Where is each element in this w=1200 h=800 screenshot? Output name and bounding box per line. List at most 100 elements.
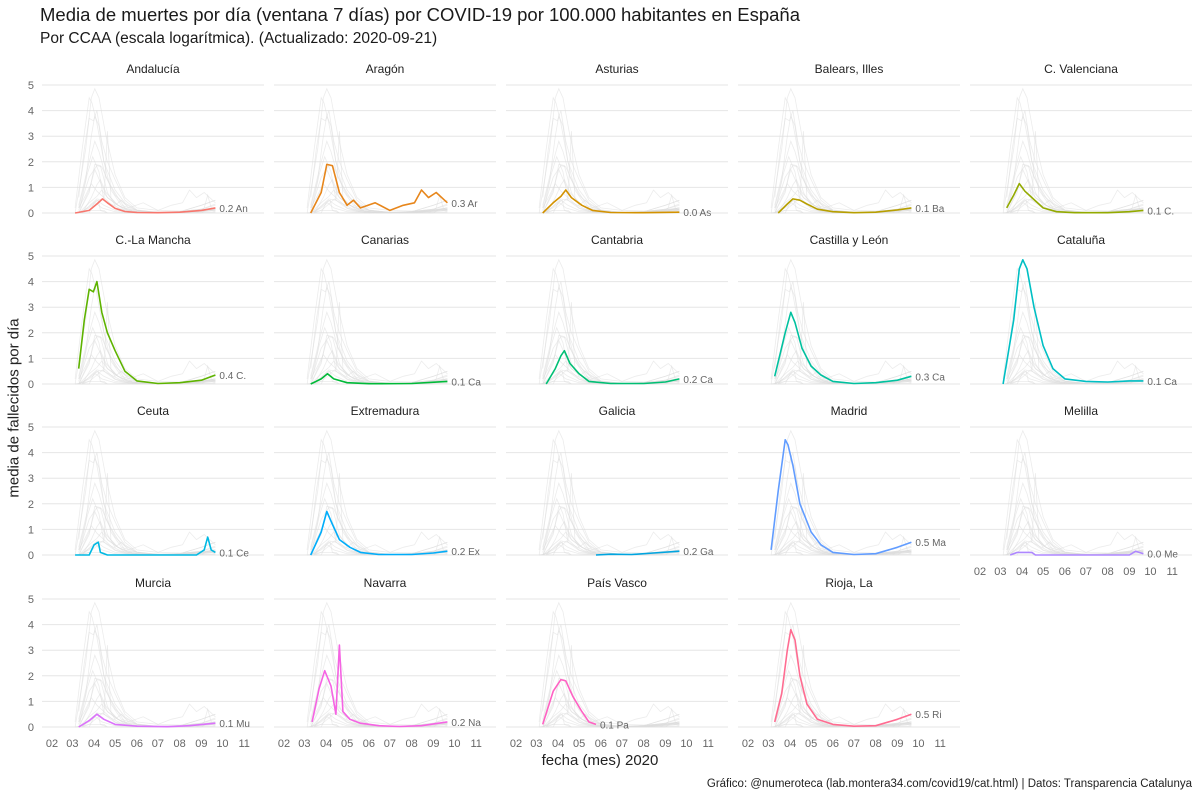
end-label: 0.0 As <box>683 208 711 219</box>
y-tick-label: 4 <box>28 448 34 460</box>
end-label: 0.4 C. <box>219 371 246 382</box>
panel-catalu-a: Cataluña 0.1 Ca <box>970 233 1192 388</box>
x-tick-label: 06 <box>1059 566 1071 578</box>
background-series-line <box>538 87 680 214</box>
background-series-line <box>1002 87 1144 214</box>
background-series-line <box>542 456 680 555</box>
background-series-line <box>310 505 448 556</box>
x-tick-label: 10 <box>680 738 692 750</box>
y-tick-label: 0 <box>28 550 34 562</box>
background-series-line <box>1006 285 1144 384</box>
y-tick-label: 2 <box>28 499 34 511</box>
panel-andaluc-a: Andalucía 0 1 2 3 4 5 0.2 An <box>28 62 264 220</box>
panel-ceuta: Ceuta 0 1 2 3 4 5 0.1 Ce <box>28 404 264 562</box>
x-tick-label: 03 <box>530 738 542 750</box>
x-tick-label: 03 <box>66 738 78 750</box>
background-series-line <box>542 285 680 384</box>
background-series-line <box>74 429 216 556</box>
panel-navarra: Navarra 0.2 Na 02 03 04 05 06 07 08 09 10 11 <box>274 576 496 750</box>
x-tick-label: 11 <box>470 738 481 750</box>
background-series-line <box>774 334 912 385</box>
chart-title: Media de muertes por día (ventana 7 días… <box>40 4 800 25</box>
x-tick-label: 03 <box>762 738 774 750</box>
end-label: 0.1 Ce <box>219 548 249 559</box>
background-series-line <box>538 601 680 728</box>
background-series-line <box>310 677 448 728</box>
series-line <box>311 644 448 728</box>
panel-murcia: Murcia 0 1 2 3 4 5 0.1 Mu 02 03 04 05 06 07 08 09 10 11 <box>28 576 264 750</box>
series-line <box>309 510 448 556</box>
background-series-line <box>774 456 912 555</box>
x-tick-label: 02 <box>974 566 986 578</box>
background-series-line <box>542 182 680 214</box>
panel-title: Navarra <box>364 576 407 590</box>
background-series-line <box>774 505 912 556</box>
background-series-line <box>1002 429 1144 556</box>
background-series-line <box>774 524 912 556</box>
x-tick-label: 03 <box>994 566 1006 578</box>
panel-title: Asturias <box>595 62 638 76</box>
y-tick-label: 0 <box>28 208 34 220</box>
panel-canarias: Canarias 0.1 Ca <box>274 233 496 388</box>
background-series-line <box>78 163 216 214</box>
background-series-line <box>774 677 912 728</box>
x-tick-label: 03 <box>298 738 310 750</box>
panel-arag-n: Aragón 0.3 Ar <box>274 62 496 214</box>
background-series-line <box>310 334 448 385</box>
x-tick-label: 08 <box>1102 566 1114 578</box>
x-axis-label: fecha (mes) 2020 <box>541 752 659 769</box>
end-label: 0.5 Ma <box>915 538 946 549</box>
series-line <box>77 280 216 385</box>
x-tick-label: 10 <box>448 738 460 750</box>
background-series-line <box>1006 114 1144 213</box>
background-series-line <box>310 285 448 384</box>
panel-title: Balears, Illes <box>815 62 884 76</box>
x-tick-label: 08 <box>638 738 650 750</box>
x-tick-label: 04 <box>88 738 100 750</box>
x-tick-label: 04 <box>320 738 332 750</box>
series-line <box>541 678 597 726</box>
background-series-line <box>774 114 912 213</box>
series-line <box>545 349 680 385</box>
panel-balears-illes: Balears, Illes 0.1 Ba <box>738 62 960 215</box>
end-label: 0.3 Ca <box>915 372 945 383</box>
x-tick-label: 02 <box>46 738 58 750</box>
background-series-line <box>78 677 216 728</box>
end-label: 0.1 Mu <box>219 719 250 730</box>
y-tick-label: 2 <box>28 157 34 169</box>
background-series-line <box>542 114 680 213</box>
x-tick-label: 05 <box>109 738 121 750</box>
end-label: 0.3 Ar <box>451 199 478 210</box>
series-line <box>595 550 680 556</box>
x-tick-label: 02 <box>742 738 754 750</box>
panel-madrid: Madrid 0.5 Ma <box>738 404 960 556</box>
x-tick-label: 05 <box>1037 566 1049 578</box>
panel-title: Extremadura <box>351 404 420 418</box>
background-series-line <box>74 601 216 728</box>
y-tick-label: 4 <box>28 277 34 289</box>
panel-title: Canarias <box>361 233 409 247</box>
x-tick-label: 04 <box>552 738 564 750</box>
background-series-line <box>774 163 912 214</box>
x-tick-label: 07 <box>848 738 860 750</box>
background-series-line <box>770 601 912 728</box>
x-tick-label: 06 <box>595 738 607 750</box>
panel-title: Ceuta <box>137 404 169 418</box>
x-tick-label: 09 <box>427 738 439 750</box>
x-tick-label: 06 <box>363 738 375 750</box>
series-line <box>773 311 912 385</box>
background-series-line <box>78 182 216 214</box>
panel-cantabria: Cantabria 0.2 Ca <box>506 233 728 386</box>
background-series-line <box>770 258 912 385</box>
x-tick-label: 04 <box>1016 566 1028 578</box>
background-series-line <box>543 645 680 727</box>
y-tick-label: 5 <box>28 80 34 92</box>
background-series-line <box>78 114 216 213</box>
background-series-line <box>774 696 912 728</box>
series-line <box>773 628 912 727</box>
background-series-line <box>542 524 680 556</box>
x-tick-label: 09 <box>1123 566 1135 578</box>
chart-caption: Gráfico: @numeroteca (lab.montera34.com/… <box>706 778 1192 790</box>
y-tick-label: 1 <box>28 182 34 194</box>
x-tick-label: 06 <box>131 738 143 750</box>
